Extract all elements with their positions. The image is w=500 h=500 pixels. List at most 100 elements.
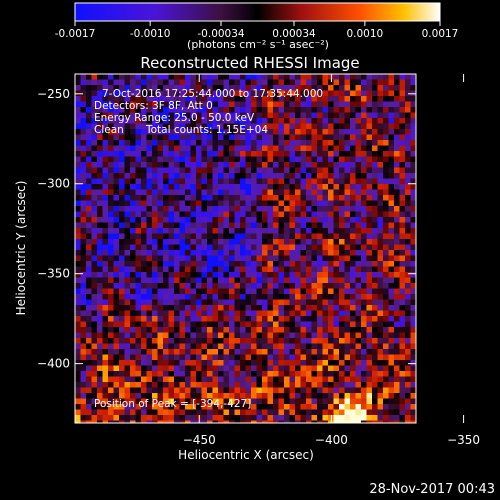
heatmap-cell [218, 255, 224, 262]
heatmap-cell [190, 266, 197, 273]
heatmap-cell [262, 404, 268, 410]
heatmap-cell [190, 200, 197, 207]
heatmap-cell [311, 409, 318, 416]
heatmap-cell [361, 151, 367, 157]
heatmap-cell [256, 277, 263, 284]
heatmap-cell [333, 305, 340, 311]
heatmap-cell [229, 129, 235, 135]
heatmap-cell [113, 371, 120, 377]
heatmap-cell [207, 206, 213, 212]
heatmap-cell [157, 250, 164, 256]
heatmap-cell [295, 228, 301, 234]
heatmap-cell [157, 156, 164, 163]
heatmap-cell [405, 85, 411, 91]
heatmap-cell [262, 305, 268, 311]
heatmap-cell [119, 387, 125, 394]
heatmap-cell [163, 266, 169, 273]
heatmap-cell [201, 74, 208, 80]
heatmap-cell [146, 294, 153, 300]
heatmap-cell [168, 316, 175, 322]
heatmap-cell [366, 156, 373, 163]
heatmap-cell [328, 365, 334, 372]
heatmap-cell [229, 195, 235, 201]
heatmap-cell [267, 283, 274, 289]
heatmap-cell [262, 299, 268, 306]
heatmap-cell [212, 167, 219, 174]
heatmap-cell [328, 162, 334, 168]
heatmap-cell [141, 250, 147, 256]
heatmap-cell [163, 283, 169, 289]
heatmap-cell [295, 156, 301, 163]
heatmap-cell [388, 283, 395, 289]
heatmap-cell [229, 338, 235, 344]
heatmap-cell [130, 272, 136, 278]
heatmap-cell [366, 118, 373, 124]
heatmap-cell [317, 420, 323, 423]
heatmap-cell [163, 79, 169, 86]
heatmap-cell [289, 145, 296, 152]
heatmap-cell [267, 376, 274, 383]
colorbar-units: (photons cm⁻² s⁻¹ asec⁻²) [187, 38, 329, 51]
heatmap-cell [124, 382, 131, 388]
heatmap-cell [344, 101, 351, 108]
heatmap-cell [267, 101, 274, 108]
heatmap-cell [284, 244, 290, 251]
heatmap-cell [201, 327, 208, 333]
heatmap-cell [295, 222, 301, 229]
heatmap-cell [295, 294, 301, 300]
heatmap-cell [146, 354, 153, 361]
heatmap-cell [168, 178, 175, 185]
heatmap-cell [372, 321, 378, 328]
heatmap-cell [80, 178, 87, 185]
heatmap-cell [124, 261, 131, 267]
heatmap-cell [75, 255, 81, 262]
heatmap-cell [212, 211, 219, 218]
heatmap-cell [174, 118, 180, 124]
heatmap-cell [372, 123, 378, 130]
heatmap-cell [366, 129, 373, 135]
heatmap-cell [289, 134, 296, 141]
heatmap-cell [157, 145, 164, 152]
heatmap-cell [361, 244, 367, 251]
heatmap-cell [295, 382, 301, 388]
heatmap-cell [300, 360, 307, 366]
y-axis-label: Heliocentric Y (arcsec) [14, 181, 28, 316]
heatmap-cell [102, 211, 109, 218]
heatmap-cell [146, 107, 153, 113]
heatmap-cell [218, 189, 224, 196]
heatmap-cell [405, 233, 411, 240]
heatmap-cell [328, 332, 334, 339]
heatmap-cell [113, 233, 120, 240]
heatmap-cell [97, 233, 103, 240]
heatmap-cell [97, 338, 103, 344]
heatmap-cell [157, 200, 164, 207]
heatmap-cell [130, 321, 136, 328]
heatmap-cell [366, 255, 373, 262]
heatmap-cell [317, 233, 323, 240]
heatmap-cell [97, 387, 103, 394]
heatmap-cell [328, 316, 334, 322]
heatmap-cell [394, 206, 400, 212]
heatmap-cell [185, 288, 191, 295]
heatmap-cell [284, 288, 290, 295]
heatmap-cell [124, 277, 131, 284]
heatmap-cell [267, 365, 274, 372]
heatmap-cell [185, 321, 191, 328]
heatmap-cell [388, 129, 395, 135]
heatmap-cell [234, 415, 241, 421]
heatmap-cell [179, 74, 186, 80]
heatmap-cell [284, 382, 290, 388]
heatmap-cell [361, 250, 367, 256]
heatmap-cell [278, 123, 285, 130]
heatmap-cell [207, 233, 213, 240]
heatmap-cell [163, 393, 169, 399]
heatmap-cell [405, 112, 411, 119]
heatmap-cell [289, 332, 296, 339]
heatmap-cell [146, 332, 153, 339]
heatmap-cell [377, 189, 384, 196]
heatmap-cell [267, 327, 274, 333]
heatmap-cell [383, 206, 389, 212]
heatmap-cell [405, 239, 411, 245]
heatmap-cell [295, 250, 301, 256]
heatmap-cell [75, 305, 81, 311]
